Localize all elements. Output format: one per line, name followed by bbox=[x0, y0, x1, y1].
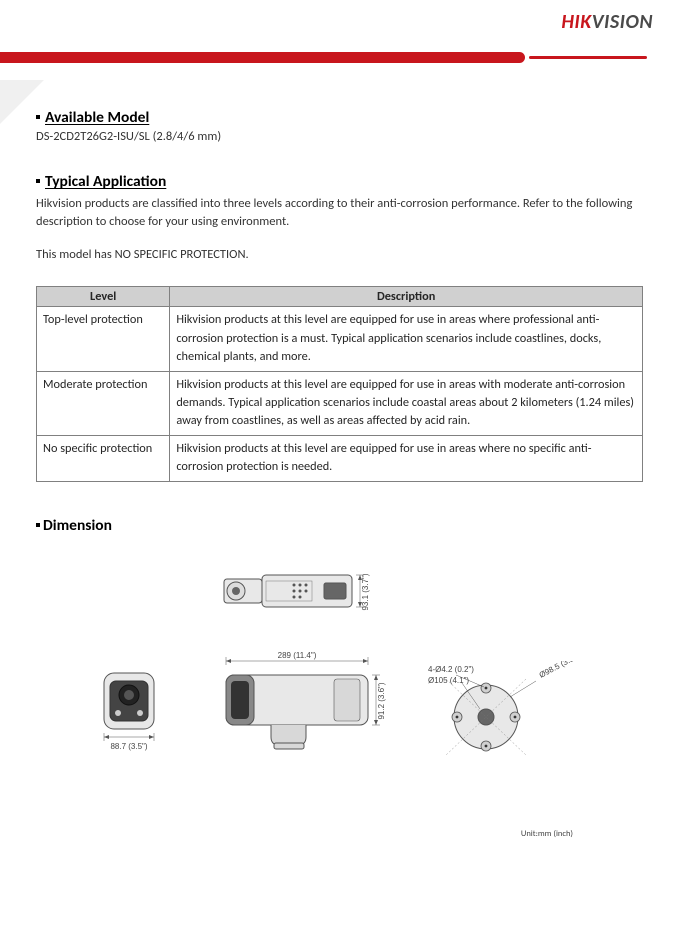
dimension-heading: Dimension bbox=[36, 516, 643, 535]
svg-text:88.7 (3.5"): 88.7 (3.5") bbox=[110, 742, 147, 751]
typical-application-heading: Typical Application bbox=[36, 172, 643, 191]
protection-level: Top-level protection bbox=[37, 307, 170, 371]
dimension-unit-note: Unit:mm (inch) bbox=[521, 829, 573, 839]
svg-text:93.1 (3.7"): 93.1 (3.7") bbox=[361, 573, 370, 610]
svg-text:4-Ø4.2 (0.2"): 4-Ø4.2 (0.2") bbox=[428, 665, 474, 674]
typical-application-body: Hikvision products are classified into t… bbox=[36, 195, 643, 231]
protection-desc: Hikvision products at this level are equ… bbox=[170, 307, 643, 371]
protection-desc: Hikvision products at this level are equ… bbox=[170, 371, 643, 435]
typical-application-note: This model has NO SPECIFIC PROTECTION. bbox=[36, 247, 643, 262]
protection-col-level: Level bbox=[37, 287, 170, 307]
dimension-side-view: 289 (11.4") 91.2 (3.6") bbox=[216, 651, 396, 761]
typical-application-section: Typical Application Hikvision products a… bbox=[36, 172, 643, 262]
protection-level: No specific protection bbox=[37, 435, 170, 481]
available-model-heading: Available Model bbox=[36, 108, 643, 127]
table-row: No specific protection Hikvision product… bbox=[37, 435, 643, 481]
accent-bar bbox=[0, 52, 525, 63]
svg-text:Ø105 (4.1"): Ø105 (4.1") bbox=[428, 676, 469, 685]
dimension-top-view: 93.1 (3.7") bbox=[216, 555, 396, 625]
dimension-front-view: 88.7 (3.5") bbox=[96, 669, 166, 765]
brand-part2: VISION bbox=[592, 10, 653, 34]
table-row: Moderate protection Hikvision products a… bbox=[37, 371, 643, 435]
protection-level: Moderate protection bbox=[37, 371, 170, 435]
protection-col-desc: Description bbox=[170, 287, 643, 307]
svg-text:Ø98.5 (3.5"): Ø98.5 (3.5") bbox=[538, 661, 576, 680]
dimension-drawings: 93.1 (3.7") 88.7 (3.5") 289 (11.4") bbox=[36, 555, 643, 795]
available-model-line: DS-2CD2T26G2-ISU/SL (2.8/4/6 mm) bbox=[36, 129, 643, 144]
protection-desc: Hikvision products at this level are equ… bbox=[170, 435, 643, 481]
content-area: Available Model DS-2CD2T26G2-ISU/SL (2.8… bbox=[36, 108, 643, 795]
svg-text:91.2 (3.6"): 91.2 (3.6") bbox=[377, 682, 386, 719]
protection-table: Level Description Top-level protection H… bbox=[36, 286, 643, 482]
table-row: Top-level protection Hikvision products … bbox=[37, 307, 643, 371]
dimension-rear-view: 4-Ø4.2 (0.2") Ø105 (4.1") Ø98.5 (3.5") bbox=[426, 661, 576, 761]
brand-part1: HIK bbox=[561, 10, 591, 34]
svg-text:289 (11.4"): 289 (11.4") bbox=[278, 651, 317, 660]
brand-logo: HIKVISION bbox=[561, 10, 653, 34]
